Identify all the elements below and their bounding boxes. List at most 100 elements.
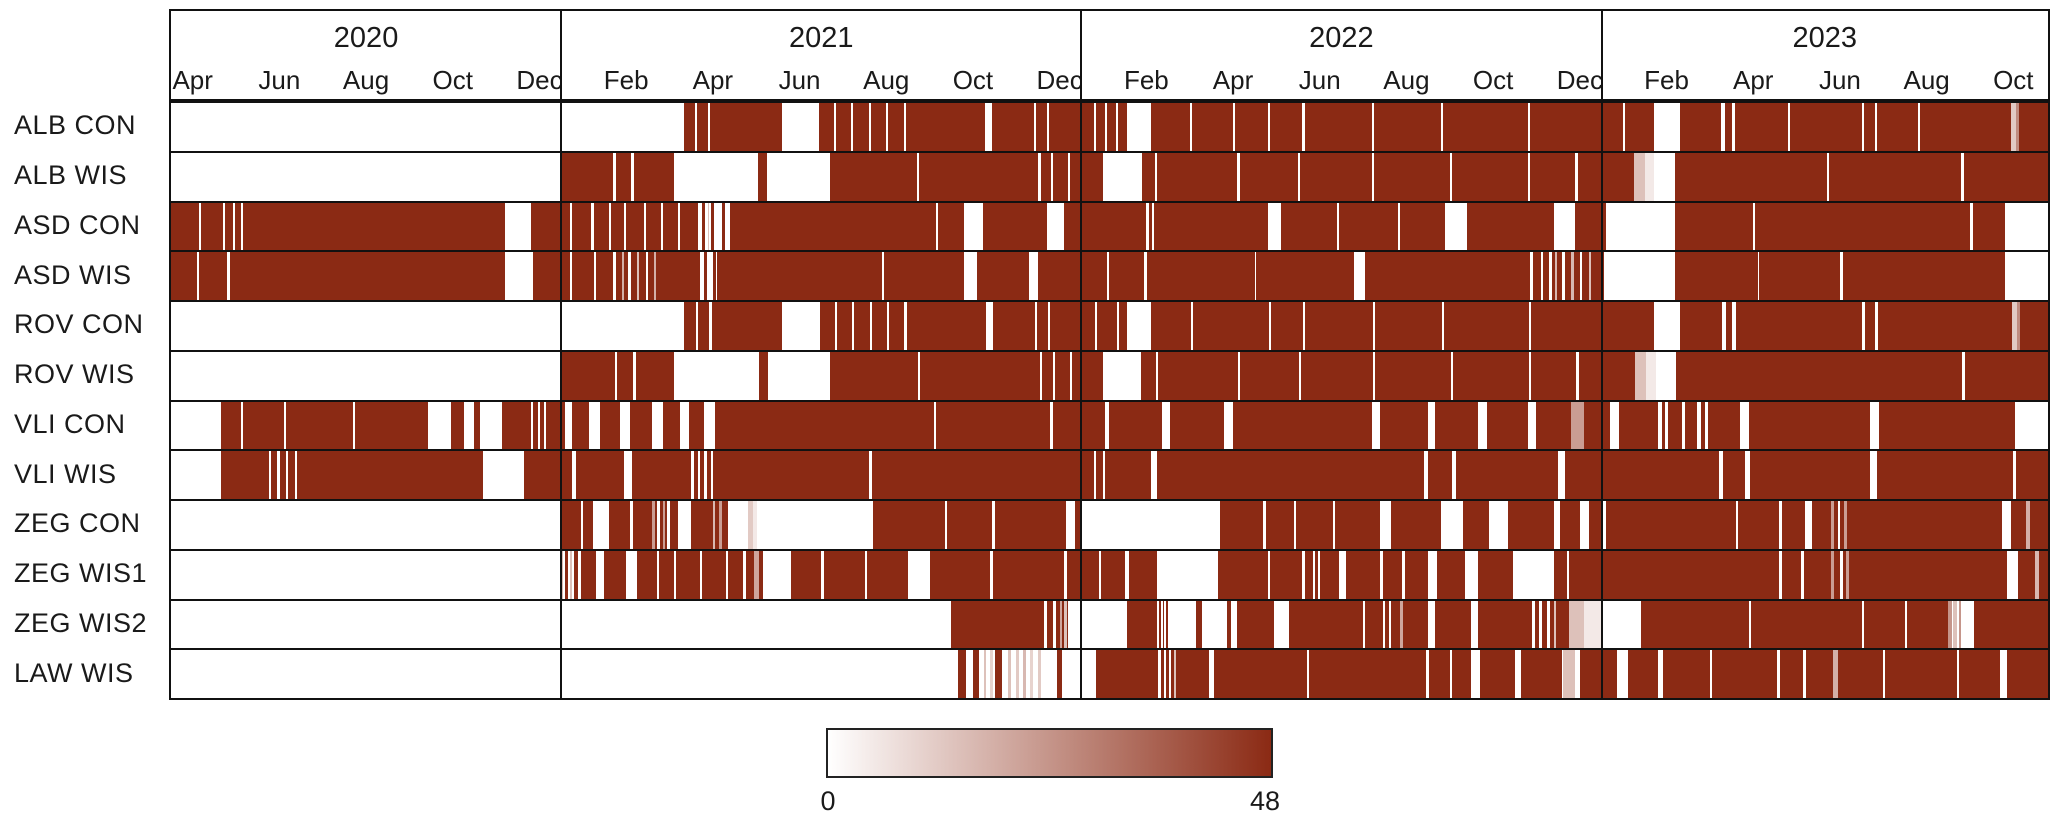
colorbar-min-label: 0	[820, 786, 836, 816]
gap-mark	[1030, 650, 1033, 698]
gap-mark	[1635, 351, 1646, 400]
month-tick-label: Jun	[778, 65, 821, 95]
gap-mark	[886, 103, 889, 151]
data-segment	[977, 252, 1030, 300]
gap-mark	[1039, 351, 1043, 400]
gap-mark	[1155, 351, 1159, 400]
gap-mark	[752, 501, 758, 549]
gap-mark	[593, 252, 597, 300]
gap-mark	[1568, 600, 1585, 649]
gap-mark	[1425, 650, 1430, 698]
data-segment	[1159, 600, 1161, 649]
month-tick-label: Jun	[1298, 65, 1341, 95]
gap-mark	[1961, 152, 1964, 201]
data-segment	[715, 401, 2048, 450]
gap-mark	[223, 202, 226, 251]
data-segment	[820, 302, 2048, 350]
data-segment	[704, 252, 708, 300]
gap-mark	[1826, 152, 1829, 201]
gap-mark	[1787, 103, 1791, 151]
row-label: ALB WIS	[14, 160, 128, 191]
data-segment	[873, 501, 1082, 549]
data-segment	[829, 351, 2048, 400]
data-segment	[1675, 252, 2005, 300]
gap-mark	[1303, 302, 1306, 350]
month-tick-label: Oct	[1993, 65, 2034, 95]
gap-mark	[654, 252, 657, 300]
gap-mark	[1449, 650, 1453, 698]
data-segment	[1597, 252, 1604, 300]
gap-mark	[2026, 501, 2031, 549]
gap-mark	[1883, 650, 1886, 698]
gap-mark	[624, 451, 633, 499]
heatmap-row	[171, 499, 2048, 549]
gap-mark	[621, 252, 624, 300]
gap-mark	[869, 302, 872, 350]
month-tick-label: Feb	[1644, 65, 1689, 95]
data-segment	[171, 202, 505, 251]
gap-mark	[1962, 351, 1965, 400]
row-label: ROV CON	[14, 309, 144, 340]
gap-mark	[1562, 252, 1566, 300]
gap-mark	[569, 550, 572, 599]
month-tick-label: Aug	[1903, 65, 1950, 95]
heatmap-row	[171, 101, 2048, 151]
data-segment	[561, 501, 594, 549]
month-tick-label: Dec	[1036, 65, 1083, 95]
gap-mark	[1722, 302, 1727, 350]
data-segment	[829, 152, 2048, 201]
data-segment	[1588, 501, 1602, 549]
data-segment	[1521, 650, 1563, 698]
gap-mark	[2034, 550, 2040, 599]
gap-mark	[990, 650, 993, 698]
data-segment	[929, 550, 1125, 599]
gap-mark	[1372, 302, 1375, 350]
gap-mark	[1563, 650, 1576, 698]
row-label: ASD WIS	[14, 259, 132, 290]
month-tick-label: Feb	[603, 65, 649, 95]
gap-mark	[1144, 252, 1148, 300]
gap-mark	[241, 202, 244, 251]
gap-mark	[699, 550, 703, 599]
gap-mark	[1527, 152, 1530, 201]
gap-mark	[1735, 501, 1739, 549]
gap-mark	[1313, 550, 1316, 599]
gap-mark	[1839, 252, 1843, 300]
data-segment	[1220, 501, 1381, 549]
gap-mark	[1063, 550, 1067, 599]
gap-mark	[1224, 401, 1234, 450]
gap-mark	[1190, 302, 1193, 350]
gap-mark	[633, 351, 636, 400]
row-label: VLI WIS	[14, 458, 117, 489]
gap-mark	[754, 550, 759, 599]
gap-mark	[719, 501, 722, 549]
gap-mark	[1016, 650, 1020, 698]
gap-mark	[1094, 103, 1097, 151]
month-tick-label: Apr	[1212, 65, 1254, 95]
year-label: 2021	[788, 22, 854, 54]
gap-mark	[1105, 103, 1108, 151]
gap-mark	[1558, 451, 1565, 499]
data-segment	[630, 401, 653, 450]
gap-mark	[1553, 600, 1557, 649]
gap-mark	[990, 550, 993, 599]
gap-mark	[1644, 152, 1655, 201]
month-tick-label: Apr	[1732, 65, 1774, 95]
heatmap-row	[171, 200, 2048, 251]
data-segment	[604, 550, 627, 599]
gap-mark	[656, 550, 660, 599]
data-segment	[1166, 600, 1168, 649]
gap-mark	[868, 103, 872, 151]
gap-mark	[904, 302, 907, 350]
gap-mark	[1293, 501, 1297, 549]
data-segment	[972, 650, 980, 698]
gap-mark	[1116, 103, 1119, 151]
data-segment	[571, 401, 590, 450]
row-label: LAW WIS	[14, 657, 134, 688]
gap-mark	[678, 202, 681, 251]
data-segment	[663, 401, 681, 450]
gap-mark	[1102, 351, 1142, 400]
gap-mark	[691, 451, 694, 499]
gap-mark	[694, 103, 698, 151]
gap-mark	[933, 401, 937, 450]
